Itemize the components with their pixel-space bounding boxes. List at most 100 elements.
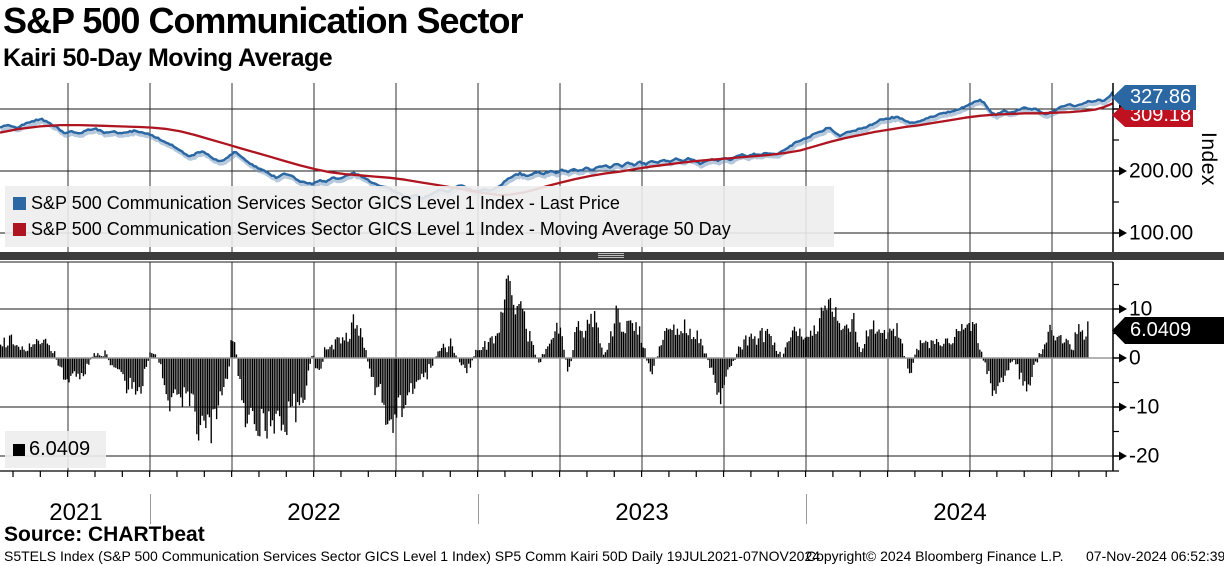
kairi-bar xyxy=(111,358,113,366)
kairi-bar xyxy=(624,333,626,358)
kairi-legend[interactable]: 6.0409 xyxy=(5,431,106,468)
kairi-bar xyxy=(1034,358,1037,362)
kairi-bar xyxy=(179,358,182,398)
kairi-bar xyxy=(649,358,652,372)
kairi-bar xyxy=(728,358,731,368)
kairi-bar xyxy=(878,329,880,358)
kairi-bar xyxy=(161,358,164,379)
kairi-bar xyxy=(446,352,448,358)
kairi-bar xyxy=(439,350,441,358)
kairi-bar xyxy=(851,319,853,358)
kairi-bar xyxy=(957,331,959,358)
kairi-bar xyxy=(998,358,1001,383)
kairi-bar xyxy=(377,358,380,387)
kairi-bar xyxy=(993,358,995,391)
kairi-bar xyxy=(109,358,112,366)
kairi-bar xyxy=(637,334,639,358)
kairi-bar xyxy=(845,324,848,358)
kairi-bar xyxy=(791,330,794,358)
kairi-bar xyxy=(230,340,232,358)
kairi-bar xyxy=(491,336,493,358)
kairi-bar xyxy=(214,358,216,409)
kairi-bar xyxy=(345,332,347,358)
kairi-bar xyxy=(37,340,40,358)
kairi-bar xyxy=(205,358,207,429)
kairi-bar xyxy=(232,341,234,358)
kairi-bar xyxy=(826,309,828,358)
kairi-bar xyxy=(343,340,346,358)
kairi-bar xyxy=(962,329,965,358)
kairi-bar xyxy=(552,337,554,358)
kairi-bar xyxy=(399,358,401,396)
kairi-bar xyxy=(35,339,38,358)
kairi-bar xyxy=(874,333,877,358)
kairi-bar xyxy=(318,358,320,370)
kairi-bar xyxy=(350,322,353,358)
y-tick-label: -20 xyxy=(1129,445,1159,468)
kairi-bar xyxy=(152,353,155,358)
kairi-bar xyxy=(134,358,137,395)
kairi-bar xyxy=(633,330,635,358)
kairi-bar xyxy=(619,322,621,358)
kairi-bar xyxy=(811,335,814,358)
kairi-bar xyxy=(1061,343,1064,358)
legend-item-last-price[interactable]: S&P 500 Communication Services Sector GI… xyxy=(13,190,834,216)
kairi-bar xyxy=(313,355,315,358)
y-tick-label: 100.00 xyxy=(1129,222,1193,245)
kairi-bar xyxy=(629,320,632,358)
kairi-bar xyxy=(1083,339,1085,358)
kairi-bar xyxy=(201,358,203,416)
kairi-bar xyxy=(467,358,470,364)
panel-divider-handle[interactable] xyxy=(598,253,624,258)
kairi-bar xyxy=(907,358,909,369)
kairi-bar xyxy=(127,358,130,390)
kairi-bar xyxy=(894,336,896,358)
kairi-bar xyxy=(656,356,659,358)
kairi-bar xyxy=(275,358,277,414)
kairi-bar xyxy=(188,358,191,407)
kairi-bar xyxy=(320,358,322,369)
kairi-bar xyxy=(669,328,671,358)
kairi-bar xyxy=(973,324,976,358)
kairi-bar xyxy=(305,358,308,386)
kairi-bar xyxy=(480,350,482,358)
kairi-bar xyxy=(104,350,106,358)
kairi-bar xyxy=(388,358,391,421)
kairi-bar xyxy=(395,358,398,418)
kairi-bar xyxy=(1007,358,1010,371)
kairi-bar xyxy=(413,358,416,389)
kairi-bar xyxy=(374,358,376,396)
kairi-bar xyxy=(417,358,419,381)
kairi-bar xyxy=(770,335,772,358)
kairi-bar xyxy=(12,344,14,358)
kairi-bar xyxy=(838,323,841,358)
kairi-bar xyxy=(1078,324,1080,358)
kairi-bar xyxy=(286,358,288,436)
kairi-bar xyxy=(676,328,679,358)
kairi-bar xyxy=(516,306,518,358)
kairi-bar xyxy=(143,358,146,369)
kairi-bar xyxy=(694,339,697,358)
kairi-bar xyxy=(19,349,22,358)
legend-label-moving-average: S&P 500 Communication Services Sector GI… xyxy=(31,218,731,239)
kairi-bar xyxy=(514,314,517,358)
kairi-bar xyxy=(620,331,623,358)
kairi-bar xyxy=(165,358,167,395)
kairi-bar xyxy=(386,358,389,425)
kairi-bar xyxy=(989,358,992,384)
kairi-bar xyxy=(750,333,752,358)
kairi-bar xyxy=(554,331,556,358)
kairi-bar xyxy=(203,358,205,421)
kairi-bar xyxy=(808,336,810,358)
kairi-bar xyxy=(1031,358,1033,378)
legend-item-moving-average[interactable]: S&P 500 Communication Services Sector GI… xyxy=(13,216,834,242)
kairi-bar xyxy=(775,350,778,358)
kairi-bar xyxy=(367,358,369,362)
kairi-bar xyxy=(849,331,851,358)
kairi-bar xyxy=(763,342,765,358)
kairi-bar xyxy=(266,358,268,439)
kairi-bar xyxy=(521,308,524,358)
kairi-bar xyxy=(793,326,796,358)
kairi-bar xyxy=(424,358,427,373)
